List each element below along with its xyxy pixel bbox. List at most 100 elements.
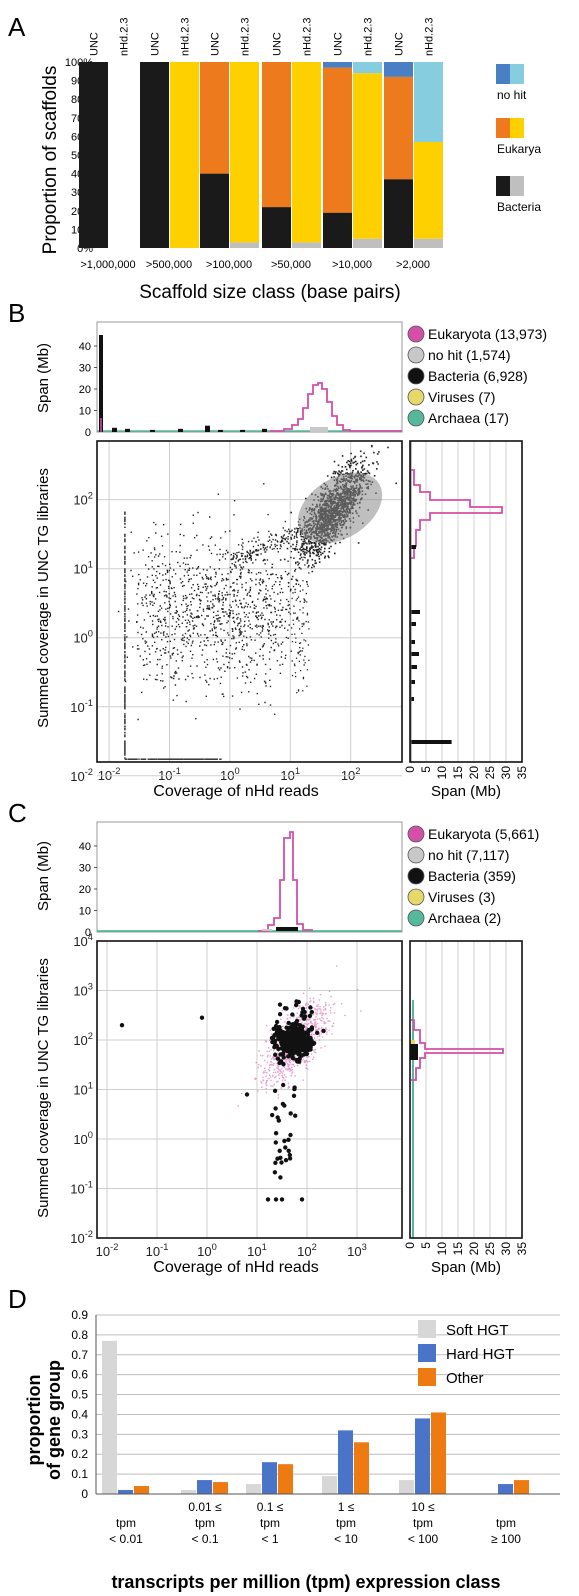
y-tick-label-base: 10 (70, 1231, 84, 1246)
bar-label-unc: UNC (89, 32, 101, 56)
x-tick-label: 101 (280, 766, 300, 783)
side-xtick-label: 20 (467, 766, 481, 780)
legend-dot (407, 367, 425, 385)
top-hist-bacteria-spike (99, 335, 103, 432)
category-label: >1,000,000 (80, 259, 135, 271)
y-tick-label-base: 10 (73, 1083, 87, 1098)
side-hist-eukaryota-curve (411, 469, 503, 559)
category-label-line: < 0.01 (109, 1532, 143, 1546)
bar-hard-hgt (262, 1462, 277, 1494)
panel-b-side-xlabel: Span (Mb) (431, 783, 501, 800)
panel-b-hist-ylabel: Span (Mb) (35, 343, 52, 413)
top-hist-eukaryota-curve (270, 382, 402, 432)
panel-b-scatter-xlabel: Coverage of nHd reads (153, 783, 318, 800)
y-tick-label-base: 10 (73, 562, 87, 577)
bar-label-nhd: nHd.2.3 (240, 17, 252, 56)
y-tick-label: 104 (73, 932, 93, 949)
side-xtick-label: 0 (403, 1242, 417, 1249)
y-tick-label-base: 10 (73, 984, 87, 999)
x-tick-label-exp: 0 (212, 1242, 217, 1252)
bar-soft-hgt (181, 1490, 196, 1494)
legend-swatch (418, 1344, 436, 1362)
y-tick-label: 101 (73, 1081, 93, 1098)
bar-bacteria (200, 173, 229, 248)
category-label-line: 0.01 ≤ (188, 1500, 222, 1514)
top-hist-ytick: 0 (85, 927, 91, 939)
bar-other (134, 1486, 149, 1494)
bar-soft-hgt (399, 1480, 414, 1494)
y-tick-label-base: 10 (73, 934, 87, 949)
x-tick-label-exp: 3 (362, 1242, 367, 1252)
side-hist-bacteria-bar (410, 680, 415, 684)
y-tick-label: 101 (73, 560, 93, 577)
legend-dot (407, 409, 425, 427)
x-tick-label-base: 10 (297, 1244, 311, 1259)
panel-c-scatter: 10-2 10-1 100 101 102 10310-210-1100101102103… (70, 932, 403, 1259)
top-hist-bacteria-bar (150, 429, 155, 432)
panel-c-side-histogram: 0 5 10 15 20 25 30 35 (403, 940, 529, 1256)
panel-b-top-histogram: 0 10 20 30 40 (79, 321, 403, 439)
bar-label-unc: UNC (333, 32, 345, 56)
panel-a-bar-labels: UNC nHd.2.3 UNC nHd.2.3 UNC nHd.2.3 UNC nHd.2.3… (89, 17, 436, 56)
category-label-line: 1 ≤ (338, 1500, 355, 1514)
y-tick-label-exp: 0 (88, 629, 93, 639)
top-hist-ytick: 30 (79, 363, 91, 375)
y-tick-label: 0.9 (71, 1308, 88, 1322)
category-label-line: tpm (336, 1516, 356, 1530)
category-label-line: < 0.1 (191, 1532, 218, 1546)
panel-a: A Proportion of scaffolds 0%10%20%30%40%… (8, 12, 541, 303)
panel-c-letter: C (8, 798, 27, 828)
bar-bacteria (262, 207, 291, 248)
y-tick-label-base: 10 (73, 631, 87, 646)
category-label-line: tpm (116, 1516, 136, 1530)
panel-c-top-histogram: 0 10 20 30 40 (79, 821, 403, 939)
side-xtick-label: 10 (435, 766, 449, 780)
legend-swatch-nhd (510, 64, 524, 84)
y-tick-label: 0 (81, 1487, 88, 1501)
bar-nohit (323, 62, 352, 68)
top-hist-ytick: 10 (79, 906, 91, 918)
legend-label: Bacteria (6,928) (428, 368, 528, 384)
legend-dot (407, 346, 425, 364)
bar-eukarya (414, 141, 443, 239)
bar-other (514, 1480, 529, 1494)
x-tick-label-base: 10 (247, 1244, 261, 1259)
legend-dot (407, 909, 425, 927)
top-hist-bacteria-bar (240, 429, 245, 432)
legend-label: Soft HGT (446, 1322, 509, 1339)
legend-label: Other (446, 1370, 484, 1387)
top-hist-bacteria-bar (112, 427, 117, 432)
x-tick-label-exp: 0 (235, 766, 240, 776)
bar-label-unc: UNC (210, 32, 222, 56)
y-tick-label-base: 10 (70, 769, 84, 784)
top-hist-bacteria-bar (218, 429, 223, 432)
y-tick-label-base: 10 (73, 1132, 87, 1147)
x-tick-label-exp: 1 (295, 766, 300, 776)
bar-eukarya (200, 62, 229, 174)
category-label-line: < 10 (334, 1532, 358, 1546)
y-tick-label: 0.8 (71, 1328, 88, 1342)
side-xtick-label: 10 (435, 1242, 449, 1256)
y-tick-label-exp: 1 (88, 1081, 93, 1091)
side-hist-frame (409, 940, 523, 1239)
x-tick-label-base: 10 (197, 1244, 211, 1259)
category-label: >2,000 (396, 259, 430, 271)
legend-dot (407, 867, 425, 885)
bar-soft-hgt (102, 1340, 117, 1494)
x-tick-label: 101 (247, 1242, 267, 1259)
legend-swatch (418, 1368, 436, 1386)
top-hist-ytick: 20 (79, 884, 91, 896)
side-xtick-label: 5 (419, 766, 433, 773)
legend-swatch-unc (496, 176, 510, 196)
y-tick-label-exp: 0 (88, 1130, 93, 1140)
y-tick-label-exp: 3 (88, 982, 93, 992)
y-tick-label-exp: -2 (85, 1229, 93, 1239)
side-hist-viruses-bar (410, 1040, 415, 1044)
x-tick-label: 100 (197, 1242, 217, 1259)
y-tick-label: 0.5 (71, 1388, 88, 1402)
side-hist-eukaryota-curve (411, 1019, 504, 1081)
bar-hard-hgt (415, 1418, 430, 1494)
bar-label-unc: UNC (150, 32, 162, 56)
legend-label: Bacteria (359) (428, 868, 516, 884)
